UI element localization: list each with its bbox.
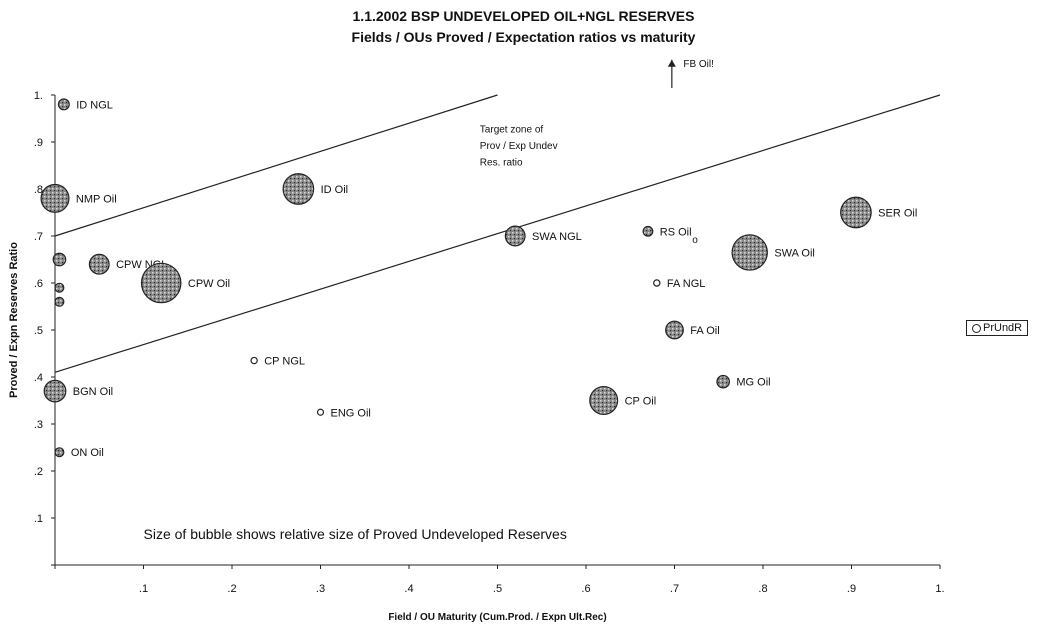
annotation: Target zone of bbox=[480, 125, 544, 136]
chart-subtitle: Fields / OUs Proved / Expectation ratios… bbox=[351, 29, 696, 45]
bubble bbox=[54, 282, 65, 293]
y-tick-label: .8 bbox=[34, 184, 43, 196]
y-tick-label: .6 bbox=[34, 278, 43, 290]
x-tick-label: .8 bbox=[758, 583, 767, 595]
bubble bbox=[504, 225, 526, 247]
bubble bbox=[54, 447, 65, 458]
x-tick-label: .3 bbox=[316, 583, 325, 595]
annotation: o bbox=[692, 235, 698, 246]
legend-label: PrUndR bbox=[983, 322, 1023, 334]
chart-title: 1.1.2002 BSP UNDEVELOPED OIL+NGL RESERVE… bbox=[352, 8, 695, 24]
bubble-label: ID NGL bbox=[76, 99, 113, 111]
legend-bubble-icon bbox=[972, 323, 981, 333]
bubble bbox=[140, 262, 182, 304]
y-tick-label: .2 bbox=[34, 466, 43, 478]
arrow-head-icon bbox=[667, 59, 676, 67]
x-axis-label: Field / OU Maturity (Cum.Prod. / Expn Ul… bbox=[388, 612, 606, 623]
bubble-label: SWA Oil bbox=[774, 247, 815, 259]
bubble-label: NMP Oil bbox=[76, 193, 117, 205]
x-tick-label: .7 bbox=[670, 583, 679, 595]
bubble-label: FA Oil bbox=[690, 325, 719, 337]
bubble bbox=[665, 320, 684, 340]
bubble bbox=[642, 225, 654, 237]
x-tick-label: .4 bbox=[404, 583, 413, 595]
bubble-label: FA NGL bbox=[667, 278, 706, 290]
annotation: FB Oil! bbox=[683, 59, 714, 70]
y-tick-label: .3 bbox=[34, 419, 43, 431]
bubble bbox=[52, 252, 67, 267]
bubble-label: RS Oil bbox=[660, 226, 692, 238]
x-tick-label: 1. bbox=[935, 583, 944, 595]
y-tick-label: .1 bbox=[34, 513, 43, 525]
y-axis-label: Proved / Expn Reserves Ratio bbox=[8, 242, 20, 398]
bubble bbox=[250, 356, 258, 365]
y-tick-label: 1. bbox=[34, 90, 43, 102]
bubble bbox=[88, 253, 110, 275]
bubble-label: ON Oil bbox=[71, 447, 104, 459]
bubble-label: CP Oil bbox=[625, 396, 657, 408]
annotation: Res. ratio bbox=[480, 158, 523, 169]
bubble-label: SER Oil bbox=[878, 208, 917, 220]
y-tick-label: .7 bbox=[34, 231, 43, 243]
bubble bbox=[653, 279, 661, 287]
bubble-label: CPW Oil bbox=[188, 278, 230, 290]
annotation: Prov / Exp Undev bbox=[480, 141, 558, 152]
bubble bbox=[589, 385, 619, 416]
y-tick-label: .5 bbox=[34, 325, 43, 337]
bubble-label: MG Oil bbox=[736, 377, 770, 389]
bubble bbox=[716, 374, 730, 389]
bubble bbox=[282, 173, 315, 205]
bubble-label: ID Oil bbox=[321, 184, 349, 196]
y-tick-label: .4 bbox=[34, 372, 43, 384]
bubble-label: ENG Oil bbox=[331, 407, 371, 419]
x-tick-label: .1 bbox=[139, 583, 148, 595]
bubble bbox=[54, 296, 65, 307]
x-tick-label: .2 bbox=[227, 583, 236, 595]
y-tick-label: .9 bbox=[34, 137, 43, 149]
bubble-label: BGN Oil bbox=[73, 386, 113, 398]
reference-line-lower bbox=[54, 94, 941, 373]
bubble bbox=[40, 183, 70, 213]
annotation: Size of bubble shows relative size of Pr… bbox=[144, 526, 567, 542]
legend: PrUndR bbox=[966, 320, 1029, 336]
bubble bbox=[57, 98, 70, 111]
bubble bbox=[316, 408, 325, 416]
bubble-label: SWA NGL bbox=[532, 231, 582, 243]
bubble bbox=[840, 196, 872, 229]
bubble bbox=[43, 379, 67, 403]
bubble-label: CP NGL bbox=[264, 356, 305, 368]
x-tick-label: .6 bbox=[581, 583, 590, 595]
x-tick-label: .5 bbox=[493, 583, 502, 595]
reference-line-upper bbox=[54, 94, 498, 237]
x-tick-label: .9 bbox=[847, 583, 856, 595]
bubble bbox=[731, 234, 768, 271]
